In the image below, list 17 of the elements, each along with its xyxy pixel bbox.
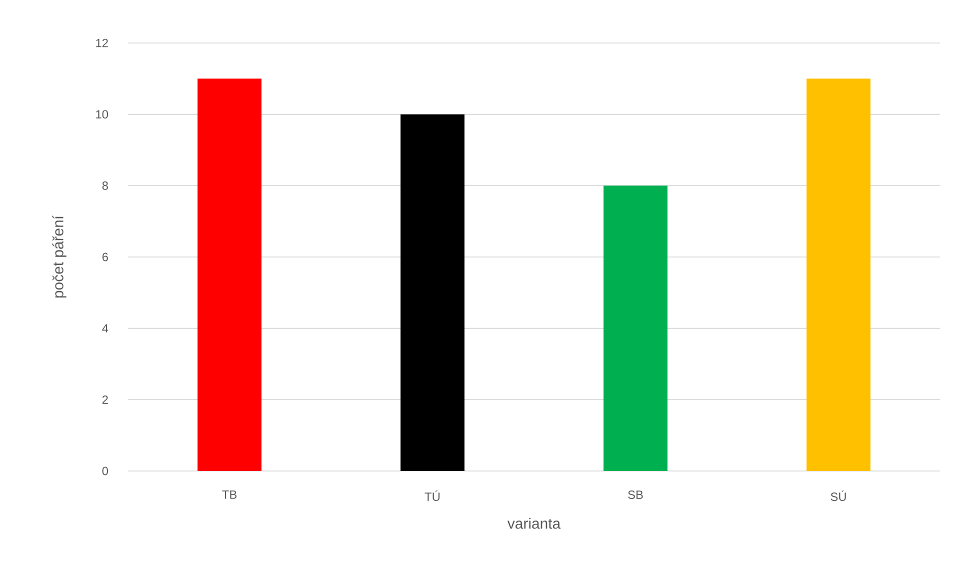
y-tick-label: 4 — [102, 324, 108, 332]
bar — [806, 78, 870, 471]
y-axis-title: počet páření — [52, 216, 66, 298]
y-tick-label: 12 — [96, 38, 108, 48]
bar — [400, 114, 464, 471]
x-tick-label: SB — [628, 490, 643, 499]
bar — [604, 186, 668, 471]
x-axis-title: varianta — [507, 518, 561, 529]
y-tick-label: 2 — [102, 395, 108, 404]
x-tick-label: SÚ — [830, 490, 846, 501]
x-tick-label: TB — [222, 490, 237, 499]
y-tick-label: 10 — [96, 110, 108, 119]
bar — [198, 78, 262, 471]
y-tick-label: 6 — [102, 252, 108, 262]
y-tick-label: 0 — [102, 466, 108, 476]
y-tick-label: 8 — [102, 181, 108, 190]
x-tick-label: TÚ — [424, 490, 440, 501]
